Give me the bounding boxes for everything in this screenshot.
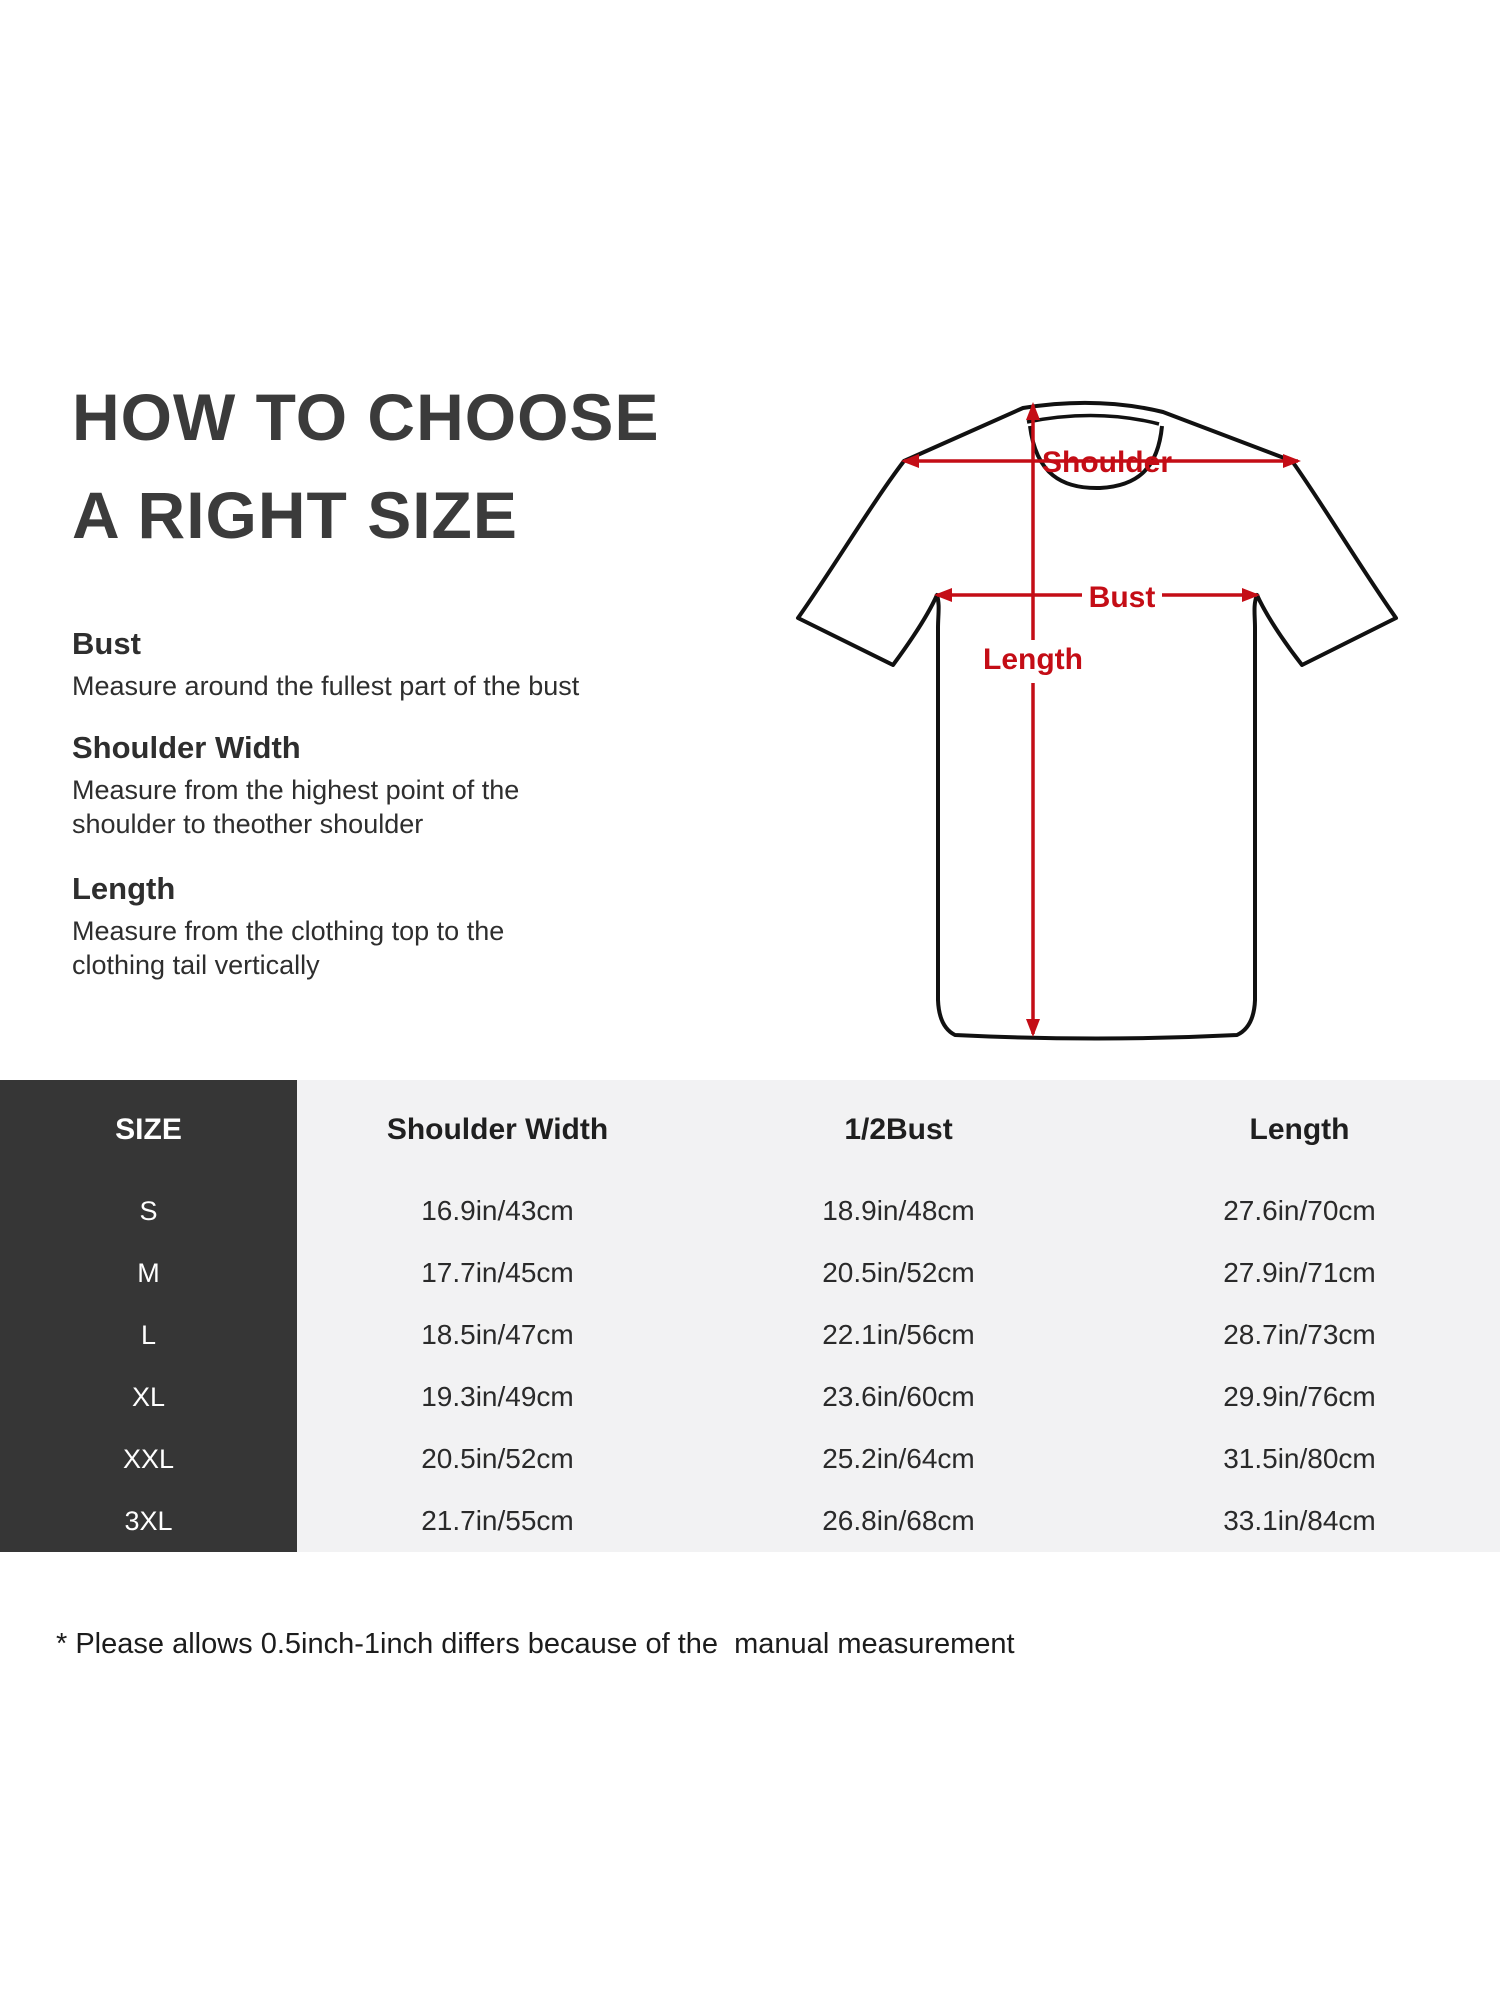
half-bust-value: 22.1in/56cm [822, 1319, 975, 1350]
length-arrow-label: Length [983, 643, 1083, 676]
length-value: 31.5in/80cm [1223, 1443, 1376, 1474]
length-value: 27.6in/70cm [1223, 1195, 1376, 1226]
size-column-header: SIZE [0, 1080, 297, 1180]
table-row-3xl: 3XL 21.7in/55cm 26.8in/68cm 33.1in/84cm [0, 1490, 1500, 1552]
shoulder-width-value: 16.9in/43cm [421, 1195, 574, 1226]
definition-term-shoulder-width: Shoulder Width [72, 730, 301, 765]
definition-term-length: Length [72, 871, 176, 906]
page-title-line2: A RIGHT SIZE [72, 478, 518, 552]
size-label: XL [0, 1366, 297, 1428]
definition-desc-bust: Measure around the fullest part of the b… [72, 671, 580, 701]
shoulder-width-value: 21.7in/55cm [421, 1505, 574, 1536]
size-table-header-row: SIZE Shoulder Width 1/2Bust Length [0, 1080, 1500, 1180]
tshirt-measurement-diagram: Shoulder Bust Length [770, 390, 1410, 1060]
length-value: 29.9in/76cm [1223, 1381, 1376, 1412]
table-row-s: S 16.9in/43cm 18.9in/48cm 27.6in/70cm [0, 1180, 1500, 1242]
half-bust-value: 25.2in/64cm [822, 1443, 975, 1474]
size-label: L [0, 1304, 297, 1366]
half-bust-column-header: 1/2Bust [844, 1113, 953, 1146]
shoulder-arrow-label: Shoulder [1042, 446, 1172, 479]
definition-desc-shoulder-width: Measure from the highest point of the sh… [72, 775, 520, 839]
length-column-header: Length [1249, 1113, 1350, 1146]
definition-desc-length: Measure from the clothing top to the clo… [72, 916, 505, 980]
length-value: 28.7in/73cm [1223, 1319, 1376, 1350]
tshirt-outline [796, 400, 1398, 1041]
shoulder-width-value: 18.5in/47cm [421, 1319, 574, 1350]
size-label: S [0, 1180, 297, 1242]
table-row-m: M 17.7in/45cm 20.5in/52cm 27.9in/71cm [0, 1242, 1500, 1304]
page-title: HOW TO CHOOSE A RIGHT SIZE [72, 368, 732, 564]
bust-arrow-label: Bust [1089, 581, 1156, 614]
size-label: M [0, 1242, 297, 1304]
shoulder-width-value: 17.7in/45cm [421, 1257, 574, 1288]
length-value: 27.9in/71cm [1223, 1257, 1376, 1288]
half-bust-value: 26.8in/68cm [822, 1505, 975, 1536]
table-row-xxl: XXL 20.5in/52cm 25.2in/64cm 31.5in/80cm [0, 1428, 1500, 1490]
shoulder-width-value: 19.3in/49cm [421, 1381, 574, 1412]
size-label: XXL [0, 1428, 297, 1490]
size-table: SIZE Shoulder Width 1/2Bust Length S 16.… [0, 1080, 1500, 1552]
collar-band-line [1026, 413, 1160, 426]
page-title-line1: HOW TO CHOOSE [72, 380, 660, 454]
tshirt-diagram-svg: Shoulder Bust Length [796, 400, 1398, 1041]
table-row-xl: XL 19.3in/49cm 23.6in/60cm 29.9in/76cm [0, 1366, 1500, 1428]
half-bust-value: 23.6in/60cm [822, 1381, 975, 1412]
size-label: 3XL [0, 1490, 297, 1552]
half-bust-value: 20.5in/52cm [822, 1257, 975, 1288]
shoulder-width-column-header: Shoulder Width [386, 1113, 609, 1146]
half-bust-value: 18.9in/48cm [822, 1195, 975, 1226]
shoulder-width-value: 20.5in/52cm [421, 1443, 574, 1474]
measurement-disclaimer: * Please allows 0.5inch-1inch differs be… [56, 1628, 1015, 1660]
table-row-l: L 18.5in/47cm 22.1in/56cm 28.7in/73cm [0, 1304, 1500, 1366]
length-value: 33.1in/84cm [1223, 1505, 1376, 1536]
definition-term-bust: Bust [72, 626, 141, 661]
